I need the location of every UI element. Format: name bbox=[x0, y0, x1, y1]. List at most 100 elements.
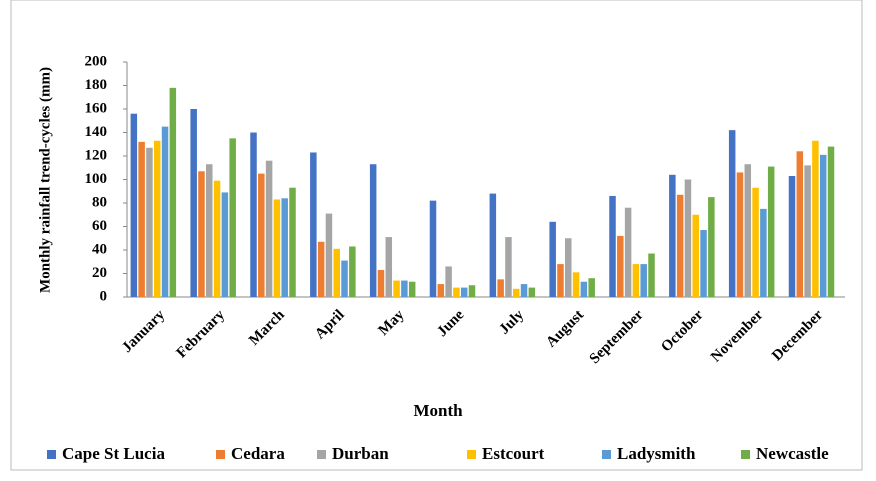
bar bbox=[640, 264, 647, 297]
y-axis-title: Monthly rainfall trend-cycles (mm) bbox=[37, 67, 53, 293]
bar bbox=[468, 285, 476, 297]
bar bbox=[580, 281, 588, 297]
bar bbox=[520, 284, 528, 297]
y-tick-label: 60 bbox=[92, 218, 107, 234]
bar bbox=[325, 213, 333, 297]
bar bbox=[437, 284, 445, 297]
bar bbox=[708, 197, 715, 297]
bar bbox=[250, 132, 257, 297]
bar bbox=[229, 138, 236, 297]
bar bbox=[130, 113, 138, 297]
bar bbox=[632, 264, 640, 297]
y-tick-label: 0 bbox=[100, 288, 108, 304]
bar bbox=[190, 109, 197, 297]
legend-swatch bbox=[47, 450, 56, 459]
legend-label: Newcastle bbox=[756, 444, 829, 463]
bar bbox=[736, 172, 744, 297]
bar bbox=[676, 194, 684, 297]
bar bbox=[489, 193, 497, 297]
bar bbox=[565, 238, 572, 297]
bar bbox=[453, 287, 460, 297]
bar bbox=[812, 140, 819, 297]
bar bbox=[146, 147, 153, 297]
bar bbox=[349, 246, 356, 297]
legend-swatch bbox=[741, 450, 750, 459]
bar bbox=[512, 288, 520, 297]
x-tick-label: March bbox=[246, 306, 288, 348]
bar bbox=[408, 281, 416, 297]
bar bbox=[138, 141, 145, 297]
bar bbox=[153, 140, 161, 297]
y-tick-label: 80 bbox=[92, 194, 107, 210]
bar bbox=[700, 230, 707, 297]
bar bbox=[221, 192, 229, 297]
x-tick-label: May bbox=[376, 307, 408, 339]
legend-label: Cape St Lucia bbox=[62, 444, 165, 463]
bar bbox=[497, 279, 504, 297]
bar bbox=[692, 214, 699, 297]
legend-label: Durban bbox=[332, 444, 389, 463]
bar bbox=[744, 164, 752, 297]
bar bbox=[169, 87, 177, 297]
y-tick-label: 180 bbox=[85, 77, 108, 93]
x-tick-label: August bbox=[543, 307, 587, 351]
x-tick-label: January bbox=[119, 307, 168, 356]
bar bbox=[198, 171, 205, 297]
y-tick-label: 100 bbox=[85, 171, 108, 187]
legend-swatch bbox=[602, 450, 611, 459]
y-tick-label: 160 bbox=[85, 100, 108, 116]
bar bbox=[760, 208, 767, 297]
bar bbox=[393, 280, 400, 297]
bar bbox=[669, 174, 676, 297]
legend-swatch bbox=[317, 450, 326, 459]
bar bbox=[377, 269, 385, 297]
legend-swatch bbox=[467, 450, 476, 459]
bar bbox=[317, 241, 325, 297]
frame bbox=[10, 0, 863, 471]
bar bbox=[684, 179, 692, 297]
x-tick-label: September bbox=[587, 307, 647, 367]
legend-label: Ladysmith bbox=[617, 444, 696, 463]
x-tick-label: February bbox=[174, 307, 229, 362]
legend-label: Estcourt bbox=[482, 444, 545, 463]
bar bbox=[445, 266, 452, 297]
x-tick-label: June bbox=[434, 307, 467, 340]
x-tick-label: April bbox=[312, 307, 347, 342]
bar bbox=[617, 235, 624, 297]
bar bbox=[341, 260, 348, 297]
bar bbox=[827, 146, 835, 297]
bar bbox=[609, 195, 616, 297]
bar bbox=[281, 198, 288, 297]
bar bbox=[161, 126, 169, 297]
bar bbox=[788, 175, 796, 297]
bar bbox=[572, 272, 580, 297]
bar bbox=[648, 253, 655, 297]
bar bbox=[273, 199, 281, 297]
bar bbox=[752, 187, 759, 297]
bar bbox=[401, 280, 408, 297]
bar bbox=[624, 207, 632, 297]
y-tick-label: 40 bbox=[92, 241, 107, 257]
y-tick-label: 200 bbox=[85, 53, 108, 69]
bar bbox=[265, 160, 273, 297]
bar bbox=[505, 237, 512, 297]
x-tick-label: October bbox=[658, 307, 707, 356]
bar bbox=[588, 278, 595, 297]
bar bbox=[557, 264, 564, 297]
bar bbox=[549, 221, 556, 297]
x-tick-label: July bbox=[496, 307, 527, 338]
x-tick-label: December bbox=[769, 307, 826, 364]
y-tick-label: 120 bbox=[85, 147, 108, 163]
legend-swatch bbox=[216, 450, 225, 459]
bar bbox=[528, 287, 536, 297]
bar bbox=[333, 248, 340, 297]
bar bbox=[258, 173, 265, 297]
bar bbox=[728, 130, 736, 297]
x-tick-label: November bbox=[708, 307, 767, 366]
bar bbox=[767, 166, 775, 297]
y-tick-label: 140 bbox=[85, 124, 108, 140]
bar bbox=[429, 200, 437, 297]
bar bbox=[310, 152, 317, 297]
y-tick-label: 20 bbox=[92, 265, 107, 281]
